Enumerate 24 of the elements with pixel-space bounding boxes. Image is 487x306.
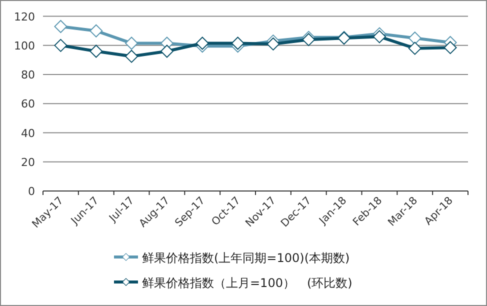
y-tick-label: 80 <box>21 68 35 82</box>
point <box>125 50 138 63</box>
y-tick-label: 120 <box>14 10 35 24</box>
point <box>90 44 103 58</box>
point <box>372 30 386 44</box>
point <box>160 44 174 58</box>
y-tick-label: 40 <box>21 126 35 140</box>
point <box>408 42 422 55</box>
y-tick-label: 60 <box>21 98 35 111</box>
point <box>54 38 68 52</box>
y-tick-label: 0 <box>28 185 35 198</box>
y-tick-label: 100 <box>14 39 35 52</box>
point <box>231 36 244 50</box>
legend-label: 鲜果价格指数(上年同期=100)(本期数) <box>142 251 350 265</box>
point <box>196 36 209 50</box>
point <box>266 37 280 50</box>
point <box>90 24 103 38</box>
point <box>54 20 68 33</box>
legend-label: 鲜果价格指数（上月=100） (环比数) <box>142 276 352 290</box>
y-tick-label: 20 <box>21 156 35 169</box>
point <box>444 41 457 54</box>
point <box>408 32 422 45</box>
point <box>125 36 138 50</box>
point <box>302 33 316 46</box>
